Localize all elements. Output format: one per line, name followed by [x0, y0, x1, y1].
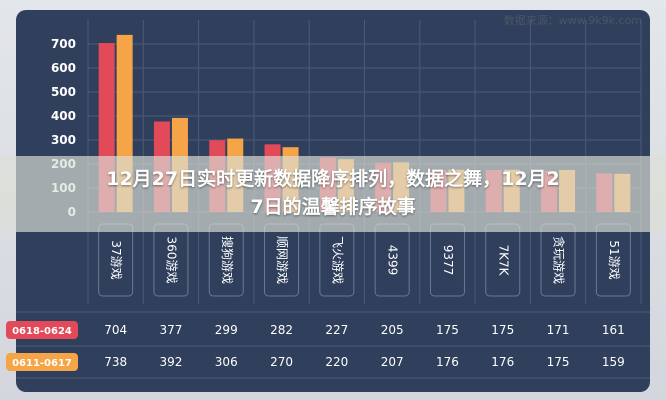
y-tick-label: 500 — [51, 85, 76, 99]
source-label: 数据来源：www.9k9k.com — [503, 14, 642, 27]
legend-label: 0611-0617 — [12, 358, 72, 369]
y-tick-label: 400 — [51, 109, 76, 123]
table-cell: 207 — [381, 355, 404, 369]
headline-line-2: 7日的温馨排序故事 — [250, 196, 416, 218]
table-cell: 176 — [436, 355, 459, 369]
table-cell: 176 — [491, 355, 514, 369]
table-cell: 159 — [602, 355, 625, 369]
table-cell: 171 — [547, 323, 570, 337]
table-cell: 392 — [159, 355, 182, 369]
title-overlay — [0, 156, 666, 232]
legend-badge-2 — [6, 353, 78, 371]
legend-badge-1 — [6, 321, 78, 339]
table-cell: 738 — [104, 355, 127, 369]
table-cell: 175 — [436, 323, 459, 337]
category-labels: 37游戏 360游戏 搜狗游戏 顺网游戏 飞火游戏 4399 9377 7K7K 贪玩游戏 51游… — [98, 223, 631, 297]
table-cell: 282 — [270, 323, 293, 337]
y-tick-label: 300 — [51, 133, 76, 147]
table-cell: 704 — [104, 323, 127, 337]
category-label: 飞火游戏 — [330, 236, 344, 284]
table-cell: 299 — [215, 323, 238, 337]
data-table: 0618-0624 704 377 299 282 227 205 175 175 171 161 0… — [6, 311, 650, 379]
table-cell: 306 — [215, 355, 238, 369]
table-cell: 175 — [547, 355, 570, 369]
category-label: 51游戏 — [607, 240, 621, 279]
table-cell: 227 — [325, 323, 348, 337]
category-label: 7K7K — [496, 244, 510, 276]
headline-line-1: 12月27日实时更新数据降序排列，数据之舞，12月2 — [106, 168, 560, 190]
table-cell: 175 — [491, 323, 514, 337]
table-cell: 220 — [325, 355, 348, 369]
table-cell: 377 — [159, 323, 182, 337]
category-label: 搜狗游戏 — [220, 236, 235, 284]
category-label: 9377 — [441, 245, 455, 276]
table-cell: 161 — [602, 323, 625, 337]
category-label: 360游戏 — [164, 237, 178, 284]
table-cell: 205 — [381, 323, 404, 337]
table-cell: 270 — [270, 355, 293, 369]
y-tick-label: 600 — [51, 61, 76, 75]
category-label: 37游戏 — [109, 240, 123, 279]
category-label: 顺网游戏 — [275, 236, 289, 284]
legend-label: 0618-0624 — [12, 326, 72, 337]
category-label: 4399 — [386, 245, 400, 276]
y-tick-label: 700 — [51, 37, 76, 51]
headline-title: 12月27日实时更新数据降序排列，数据之舞，12月2 7日的温馨排序故事 — [0, 165, 666, 221]
category-label: 贪玩游戏 — [552, 236, 567, 284]
